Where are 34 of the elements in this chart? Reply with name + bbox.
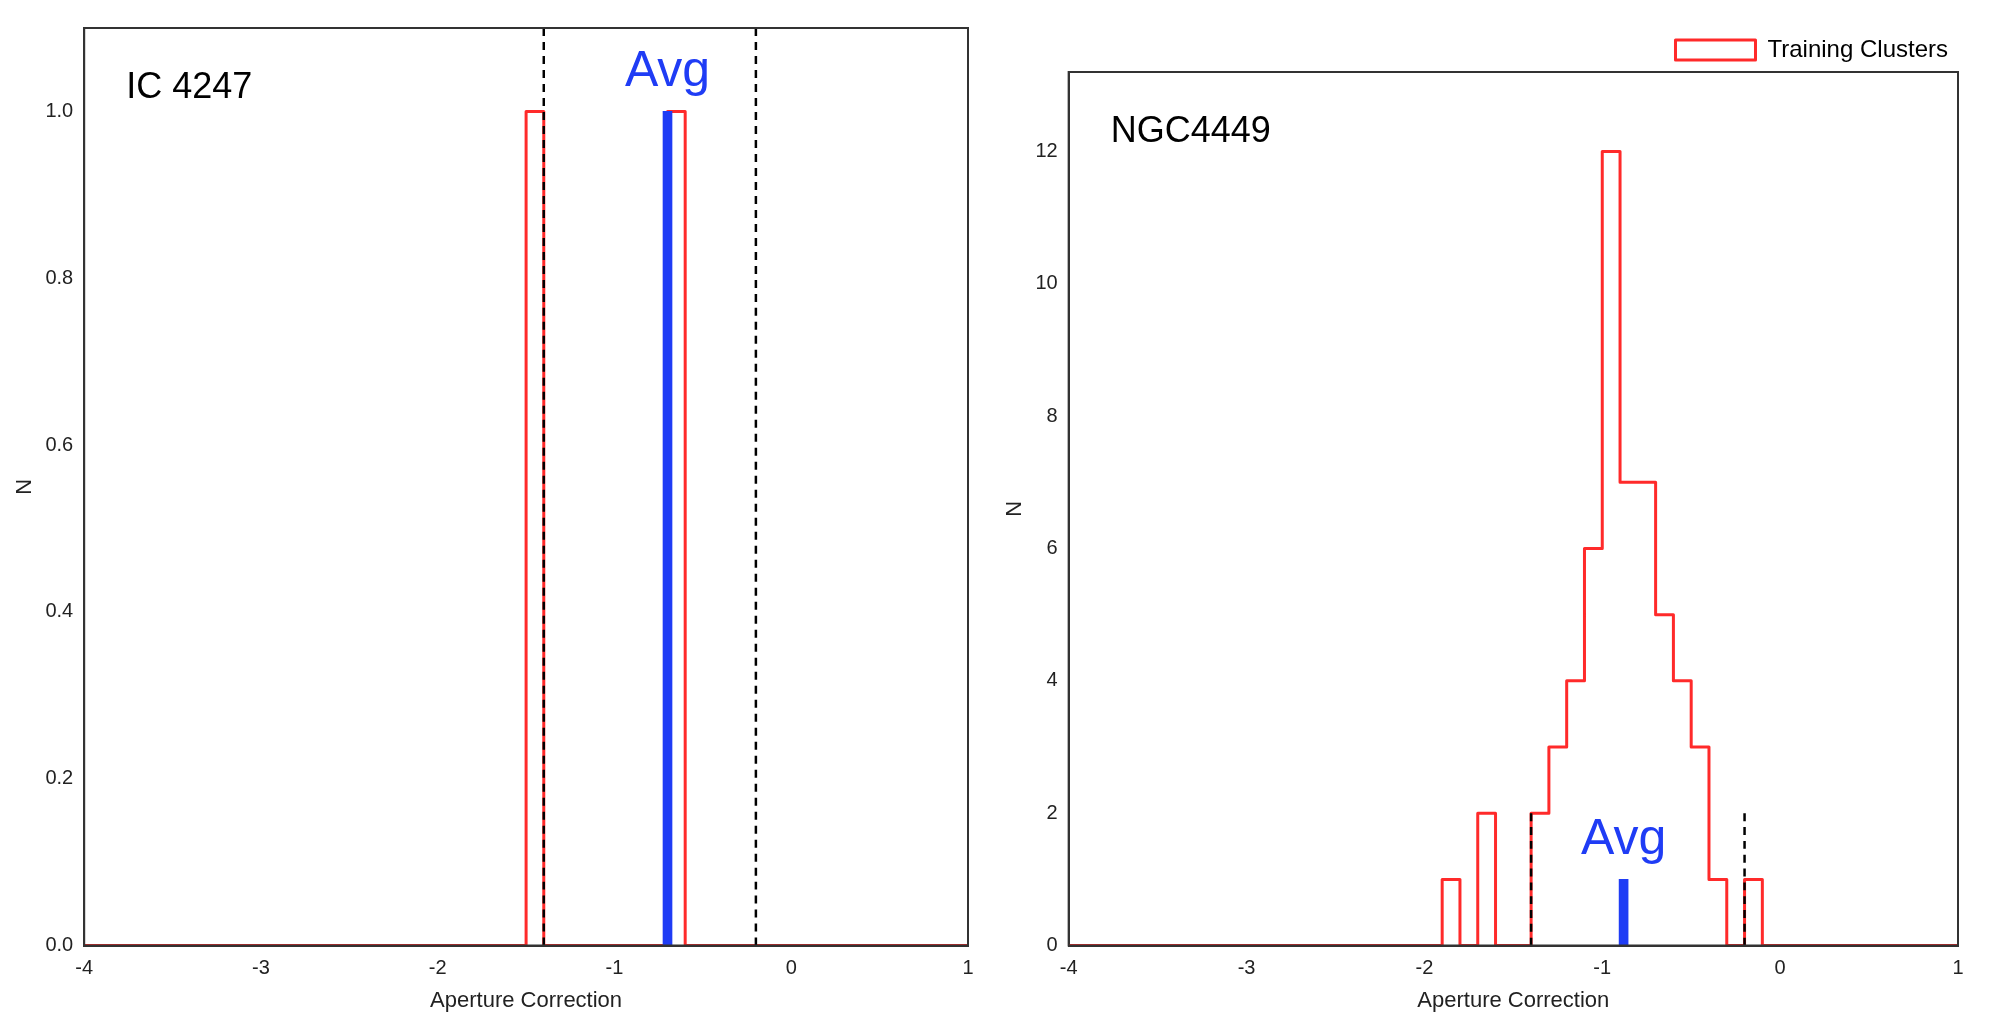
- x-axis-title: Aperture Correction: [430, 986, 623, 1012]
- y-tick-label: 1.0: [45, 98, 74, 121]
- x-tick-label: 1: [1952, 956, 1964, 979]
- y-tick-label: 2: [1046, 800, 1058, 823]
- y-tick-label: 0.6: [45, 432, 74, 455]
- y-tick-label: 12: [1035, 138, 1058, 161]
- legend-label: Training Clusters: [1767, 34, 1949, 62]
- annotation: IC 4247: [126, 64, 253, 106]
- y-axis-title: N: [1001, 500, 1027, 517]
- x-tick-label: -4: [75, 956, 94, 979]
- x-tick-label: 0: [785, 956, 797, 979]
- x-tick-label: -2: [1415, 956, 1434, 979]
- x-tick-label: -1: [605, 956, 624, 979]
- x-axis-title: Aperture Correction: [1417, 986, 1610, 1012]
- y-tick-label: 0.8: [45, 265, 74, 288]
- y-tick-label: 4: [1046, 668, 1058, 691]
- y-tick-label: 0: [1046, 933, 1058, 956]
- x-tick-label: 1: [962, 956, 974, 979]
- annotation: Avg: [624, 41, 711, 98]
- annotation: NGC4449: [1110, 108, 1271, 150]
- x-tick-label: 0: [1774, 956, 1786, 979]
- y-tick-label: 6: [1046, 536, 1058, 559]
- y-axis-title: N: [11, 478, 37, 495]
- y-tick-label: 8: [1046, 403, 1058, 426]
- y-tick-label: 0.0: [45, 933, 74, 956]
- y-tick-label: 10: [1035, 271, 1058, 294]
- x-tick-label: -2: [428, 956, 447, 979]
- y-tick-label: 0.2: [45, 766, 74, 789]
- x-tick-label: -3: [252, 956, 270, 979]
- x-tick-label: -4: [1059, 956, 1078, 979]
- annotation: Avg: [1580, 809, 1667, 866]
- y-tick-label: 0.4: [45, 599, 74, 622]
- x-tick-label: -1: [1593, 956, 1612, 979]
- x-tick-label: -3: [1237, 956, 1256, 979]
